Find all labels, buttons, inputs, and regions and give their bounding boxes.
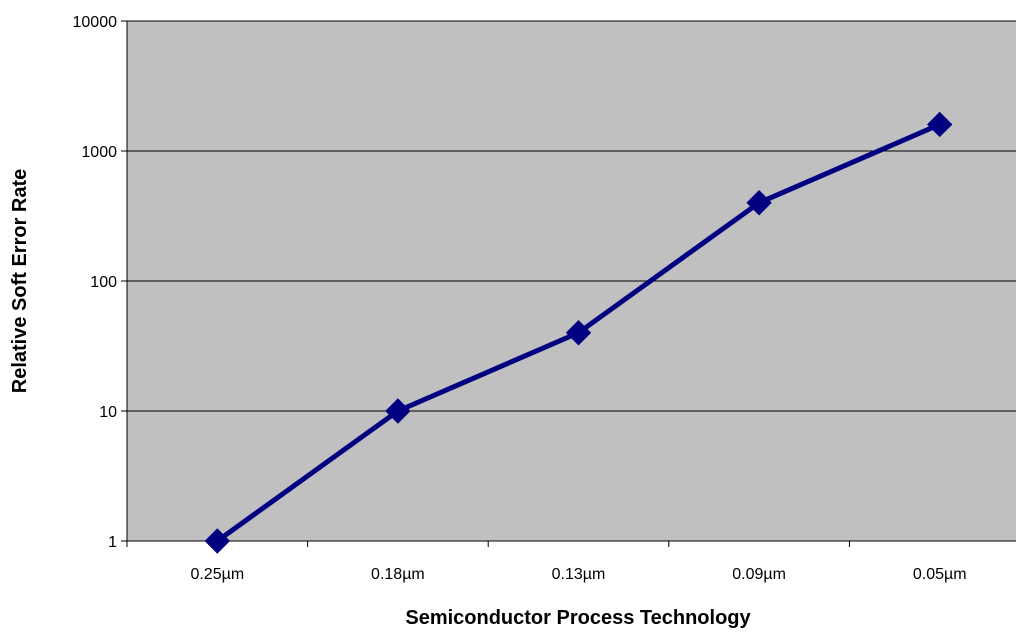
data-point-marker [926, 111, 953, 138]
y-tick-label: 10000 [73, 14, 118, 31]
axes [121, 20, 1016, 547]
y-tick-label: 1000 [81, 144, 117, 161]
y-tick-label: 100 [90, 274, 117, 291]
y-axis-title: Relative Soft Error Rate [9, 169, 31, 394]
y-tick-label: 1 [108, 534, 117, 551]
y-tick-label: 10 [99, 404, 117, 421]
x-tick-label: 0.05µm [913, 566, 967, 583]
series [204, 111, 953, 554]
x-tick-label: 0.13µm [552, 566, 606, 583]
data-point-marker [385, 398, 411, 424]
y-tick-labels: 1 10 100 1000 10000 [73, 14, 118, 551]
x-axis-title: Semiconductor Process Technology [405, 607, 751, 629]
data-point-marker [565, 320, 592, 346]
x-tick-labels: 0.25µm 0.18µm 0.13µm 0.09µm 0.05µm [190, 566, 966, 583]
x-tick-label: 0.18µm [371, 566, 425, 583]
data-point-marker [746, 190, 772, 216]
x-tick-label: 0.09µm [732, 566, 786, 583]
x-tick-label: 0.25µm [190, 566, 244, 583]
data-point-marker [204, 528, 231, 554]
